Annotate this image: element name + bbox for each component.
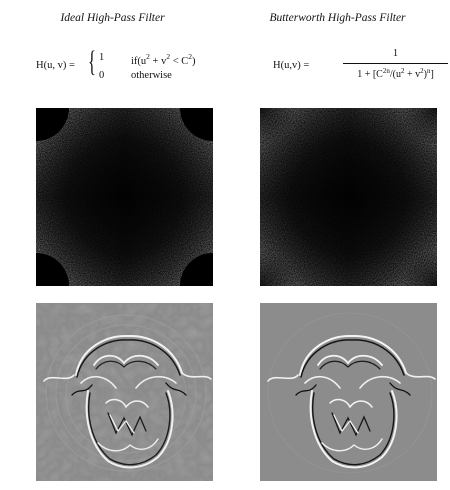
butterworth-filter-title: Butterworth High-Pass Filter [269, 12, 406, 24]
ideal-filter-column: Ideal High-Pass Filter H(u, v) = { 1 if(… [36, 12, 221, 481]
butterworth-corner-tr [401, 108, 437, 144]
ideal-filtered-image [36, 303, 213, 481]
butterworth-filter-formula: H(u,v) = 1 1 + [C2n/(u2 + v2)n] [273, 48, 448, 88]
ideal-case2-value: 0 [99, 70, 105, 81]
butterworth-fraction-bar [343, 63, 448, 64]
ideal-case1-condition: if(u2 + v2 < C2) [131, 52, 196, 67]
butterworth-corner-bl [260, 250, 296, 286]
butterworth-filter-column: Butterworth High-Pass Filter H(u,v) = 1 … [225, 0, 450, 490]
ideal-cutoff-corner-br [180, 253, 213, 286]
butterworth-spectrum-image [260, 108, 437, 286]
butterworth-numerator: 1 [392, 48, 399, 59]
butterworth-corner-br [401, 250, 437, 286]
ideal-formula-brace: { [88, 45, 96, 78]
ideal-filter-formula: H(u, v) = { 1 if(u2 + v2 < C2) 0 otherwi… [36, 45, 221, 86]
butterworth-fraction: 1 1 + [C2n/(u2 + v2)n] [343, 48, 448, 80]
butterworth-spectrum-panel [260, 108, 437, 286]
ideal-cutoff-corner-tr [180, 108, 213, 141]
butterworth-skull-edges [267, 334, 436, 469]
ideal-cutoff-corner-tl [36, 108, 69, 141]
butterworth-denominator: 1 + [C2n/(u2 + v2)n] [357, 67, 434, 80]
ideal-skull-edges [43, 334, 212, 469]
ideal-filtered-panel [36, 303, 213, 481]
butterworth-formula-lhs: H(u,v) = [273, 60, 310, 71]
ideal-spectrum-image [36, 108, 213, 286]
ideal-case2-condition: otherwise [131, 70, 172, 81]
butterworth-filtered-image [260, 303, 437, 481]
butterworth-filtered-panel [260, 303, 437, 481]
ideal-formula-lhs: H(u, v) = [36, 60, 75, 71]
ideal-case1-value: 1 [99, 52, 105, 63]
butterworth-corner-tl [260, 108, 296, 144]
ideal-cutoff-corner-bl [36, 253, 69, 286]
ideal-spectrum-panel [36, 108, 213, 286]
ideal-filter-title: Ideal High-Pass Filter [60, 12, 165, 24]
